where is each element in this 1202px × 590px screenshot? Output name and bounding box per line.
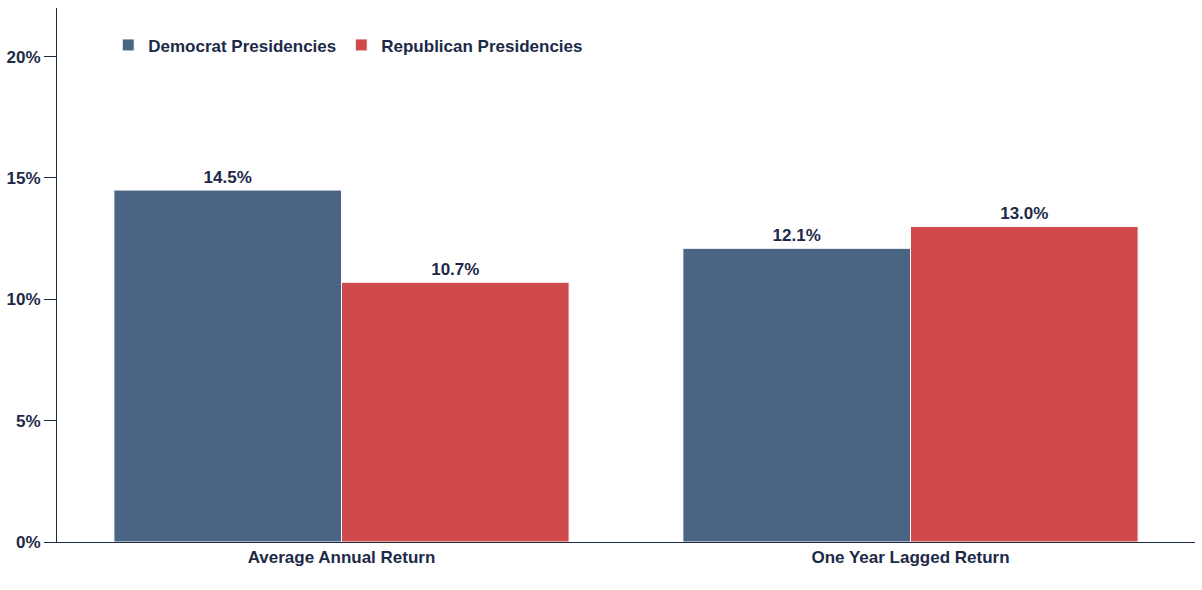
svg-text:Average Annual Return: Average Annual Return xyxy=(248,548,436,567)
svg-text:One Year Lagged Return: One Year Lagged Return xyxy=(811,548,1009,567)
svg-text:0%: 0% xyxy=(16,533,41,552)
svg-text:10.7%: 10.7% xyxy=(431,260,479,279)
svg-text:10%: 10% xyxy=(7,290,41,309)
svg-text:14.5%: 14.5% xyxy=(204,168,252,187)
svg-text:15%: 15% xyxy=(7,169,41,188)
svg-text:Democrat Presidencies: Democrat Presidencies xyxy=(148,37,336,56)
svg-text:20%: 20% xyxy=(7,48,41,67)
svg-text:13.0%: 13.0% xyxy=(1000,204,1048,223)
svg-text:5%: 5% xyxy=(16,412,41,431)
svg-text:12.1%: 12.1% xyxy=(773,226,821,245)
svg-text:Republican Presidencies: Republican Presidencies xyxy=(381,37,582,56)
